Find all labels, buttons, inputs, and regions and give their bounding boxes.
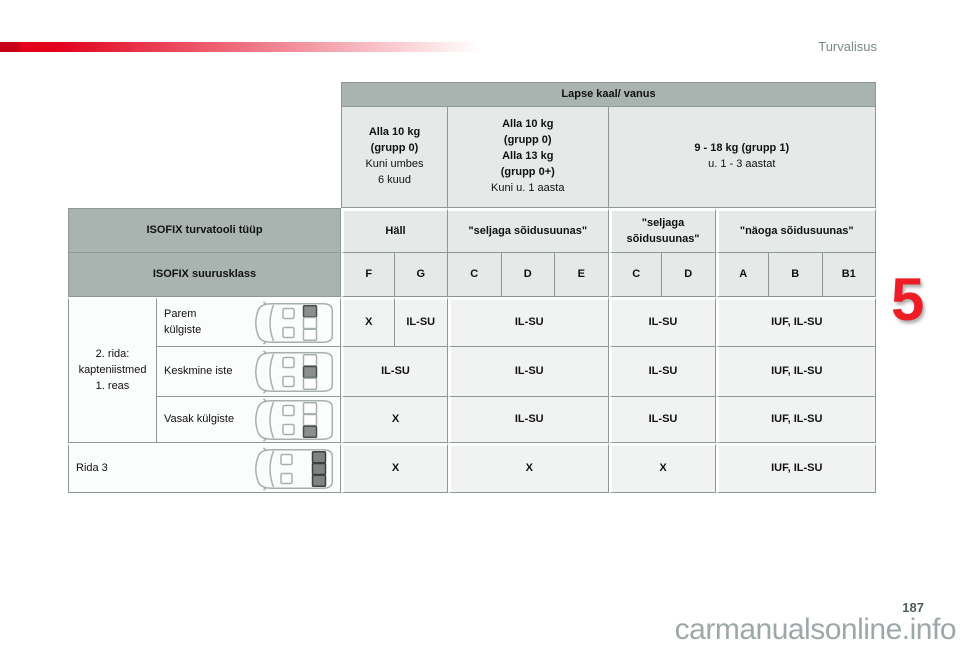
weight-age-header-normal: / vanus (617, 87, 656, 100)
size-class-d2: D (662, 253, 716, 297)
size-class-b: B (769, 253, 823, 297)
seat-type-rearward-2: "seljaga sõidusuunas" (608, 208, 716, 253)
size-class-row-label: ISOFIX suurusklass (68, 253, 341, 297)
weight-age-header: Lapse kaal / vanus (341, 82, 876, 107)
value-right-cd: IL-SU (608, 297, 716, 347)
seat-type-forward: "näoga sõidusuunas" (715, 208, 876, 253)
seat-row-three: Rida 3 (68, 443, 341, 493)
value-centre-ab: IUF, IL-SU (715, 347, 876, 397)
size-class-e: E (555, 253, 609, 297)
value-right-f: X (341, 297, 395, 347)
weight-group-1: 9 - 18 kg (grupp 1) u. 1 - 3 aastat (608, 107, 876, 208)
weight-group-0plus-bold: Alla 10 kg (grupp 0) Alla 13 kg (grupp 0… (500, 118, 555, 178)
value-row3-cd: X (608, 443, 716, 493)
value-right-ab: IUF, IL-SU (715, 297, 876, 347)
value-row3-fg: X (341, 443, 448, 493)
seat-row-left: Vasak külgiste (157, 397, 341, 443)
value-centre-cde: IL-SU (448, 347, 609, 397)
size-class-f: F (341, 253, 395, 297)
size-class-d1: D (501, 253, 555, 297)
row-group-label: 2. rida: kapteniistmed 1. reas (68, 297, 157, 443)
value-row3-ab: IUF, IL-SU (715, 443, 876, 493)
size-class-b1: B1 (822, 253, 876, 297)
weight-group-0: Alla 10 kg (grupp 0) Kuni umbes 6 kuud (341, 107, 448, 208)
section-title: Turvalisus (818, 39, 877, 54)
value-left-fg: X (341, 397, 448, 443)
value-left-cde: IL-SU (448, 397, 609, 443)
van-seat-icon-row2-left (255, 397, 334, 442)
size-class-g: G (394, 253, 448, 297)
value-right-cde: IL-SU (448, 297, 609, 347)
weight-group-0plus: Alla 10 kg (grupp 0) Alla 13 kg (grupp 0… (448, 107, 609, 208)
seat-row-left-label: Vasak külgiste (164, 412, 235, 425)
value-centre-fg: IL-SU (341, 347, 448, 397)
value-left-cd: IL-SU (608, 397, 716, 443)
size-class-c1: C (448, 253, 502, 297)
seat-row-right-label: Parem külgiste (164, 308, 202, 336)
value-right-g: IL-SU (394, 297, 448, 347)
seat-row-centre: Keskmine iste (157, 347, 341, 397)
weight-group-1-bold: 9 - 18 kg (grupp 1) (694, 142, 790, 155)
value-centre-cd: IL-SU (608, 347, 716, 397)
size-class-a: A (715, 253, 769, 297)
seat-type-row-label: ISOFIX turvatooli tüüp (68, 208, 341, 253)
weight-age-header-bold: Lapse kaal (561, 87, 618, 100)
chapter-number: 5 (891, 266, 925, 333)
page-number: 187 (902, 600, 924, 615)
seat-row-three-label: Rida 3 (76, 462, 108, 475)
seat-row-centre-label: Keskmine iste (164, 364, 233, 377)
seat-type-carrycot: Häll (341, 208, 448, 253)
seat-type-rearward-1: "seljaga sõidusuunas" (448, 208, 609, 253)
weight-group-0-normal: Kuni umbes 6 kuud (365, 158, 424, 186)
van-seat-icon-row2-right (255, 301, 334, 345)
value-left-ab: IUF, IL-SU (715, 397, 876, 443)
red-accent-bar (0, 42, 480, 52)
isofix-table: Lapse kaal / vanus Alla 10 kg (grupp 0) … (68, 82, 876, 493)
van-seat-icon-row2-middle (255, 349, 334, 394)
watermark: carmanualsonline.info (674, 613, 957, 646)
van-seat-icon-row3-all (255, 447, 334, 491)
weight-group-1-normal: u. 1 - 3 aastat (708, 158, 776, 170)
size-class-c2: C (608, 253, 662, 297)
seat-row-right: Parem külgiste (157, 297, 341, 347)
value-row3-cde: X (448, 443, 609, 493)
weight-group-0-bold: Alla 10 kg (grupp 0) (368, 126, 421, 155)
weight-group-0plus-normal: Kuni u. 1 aasta (491, 181, 565, 194)
